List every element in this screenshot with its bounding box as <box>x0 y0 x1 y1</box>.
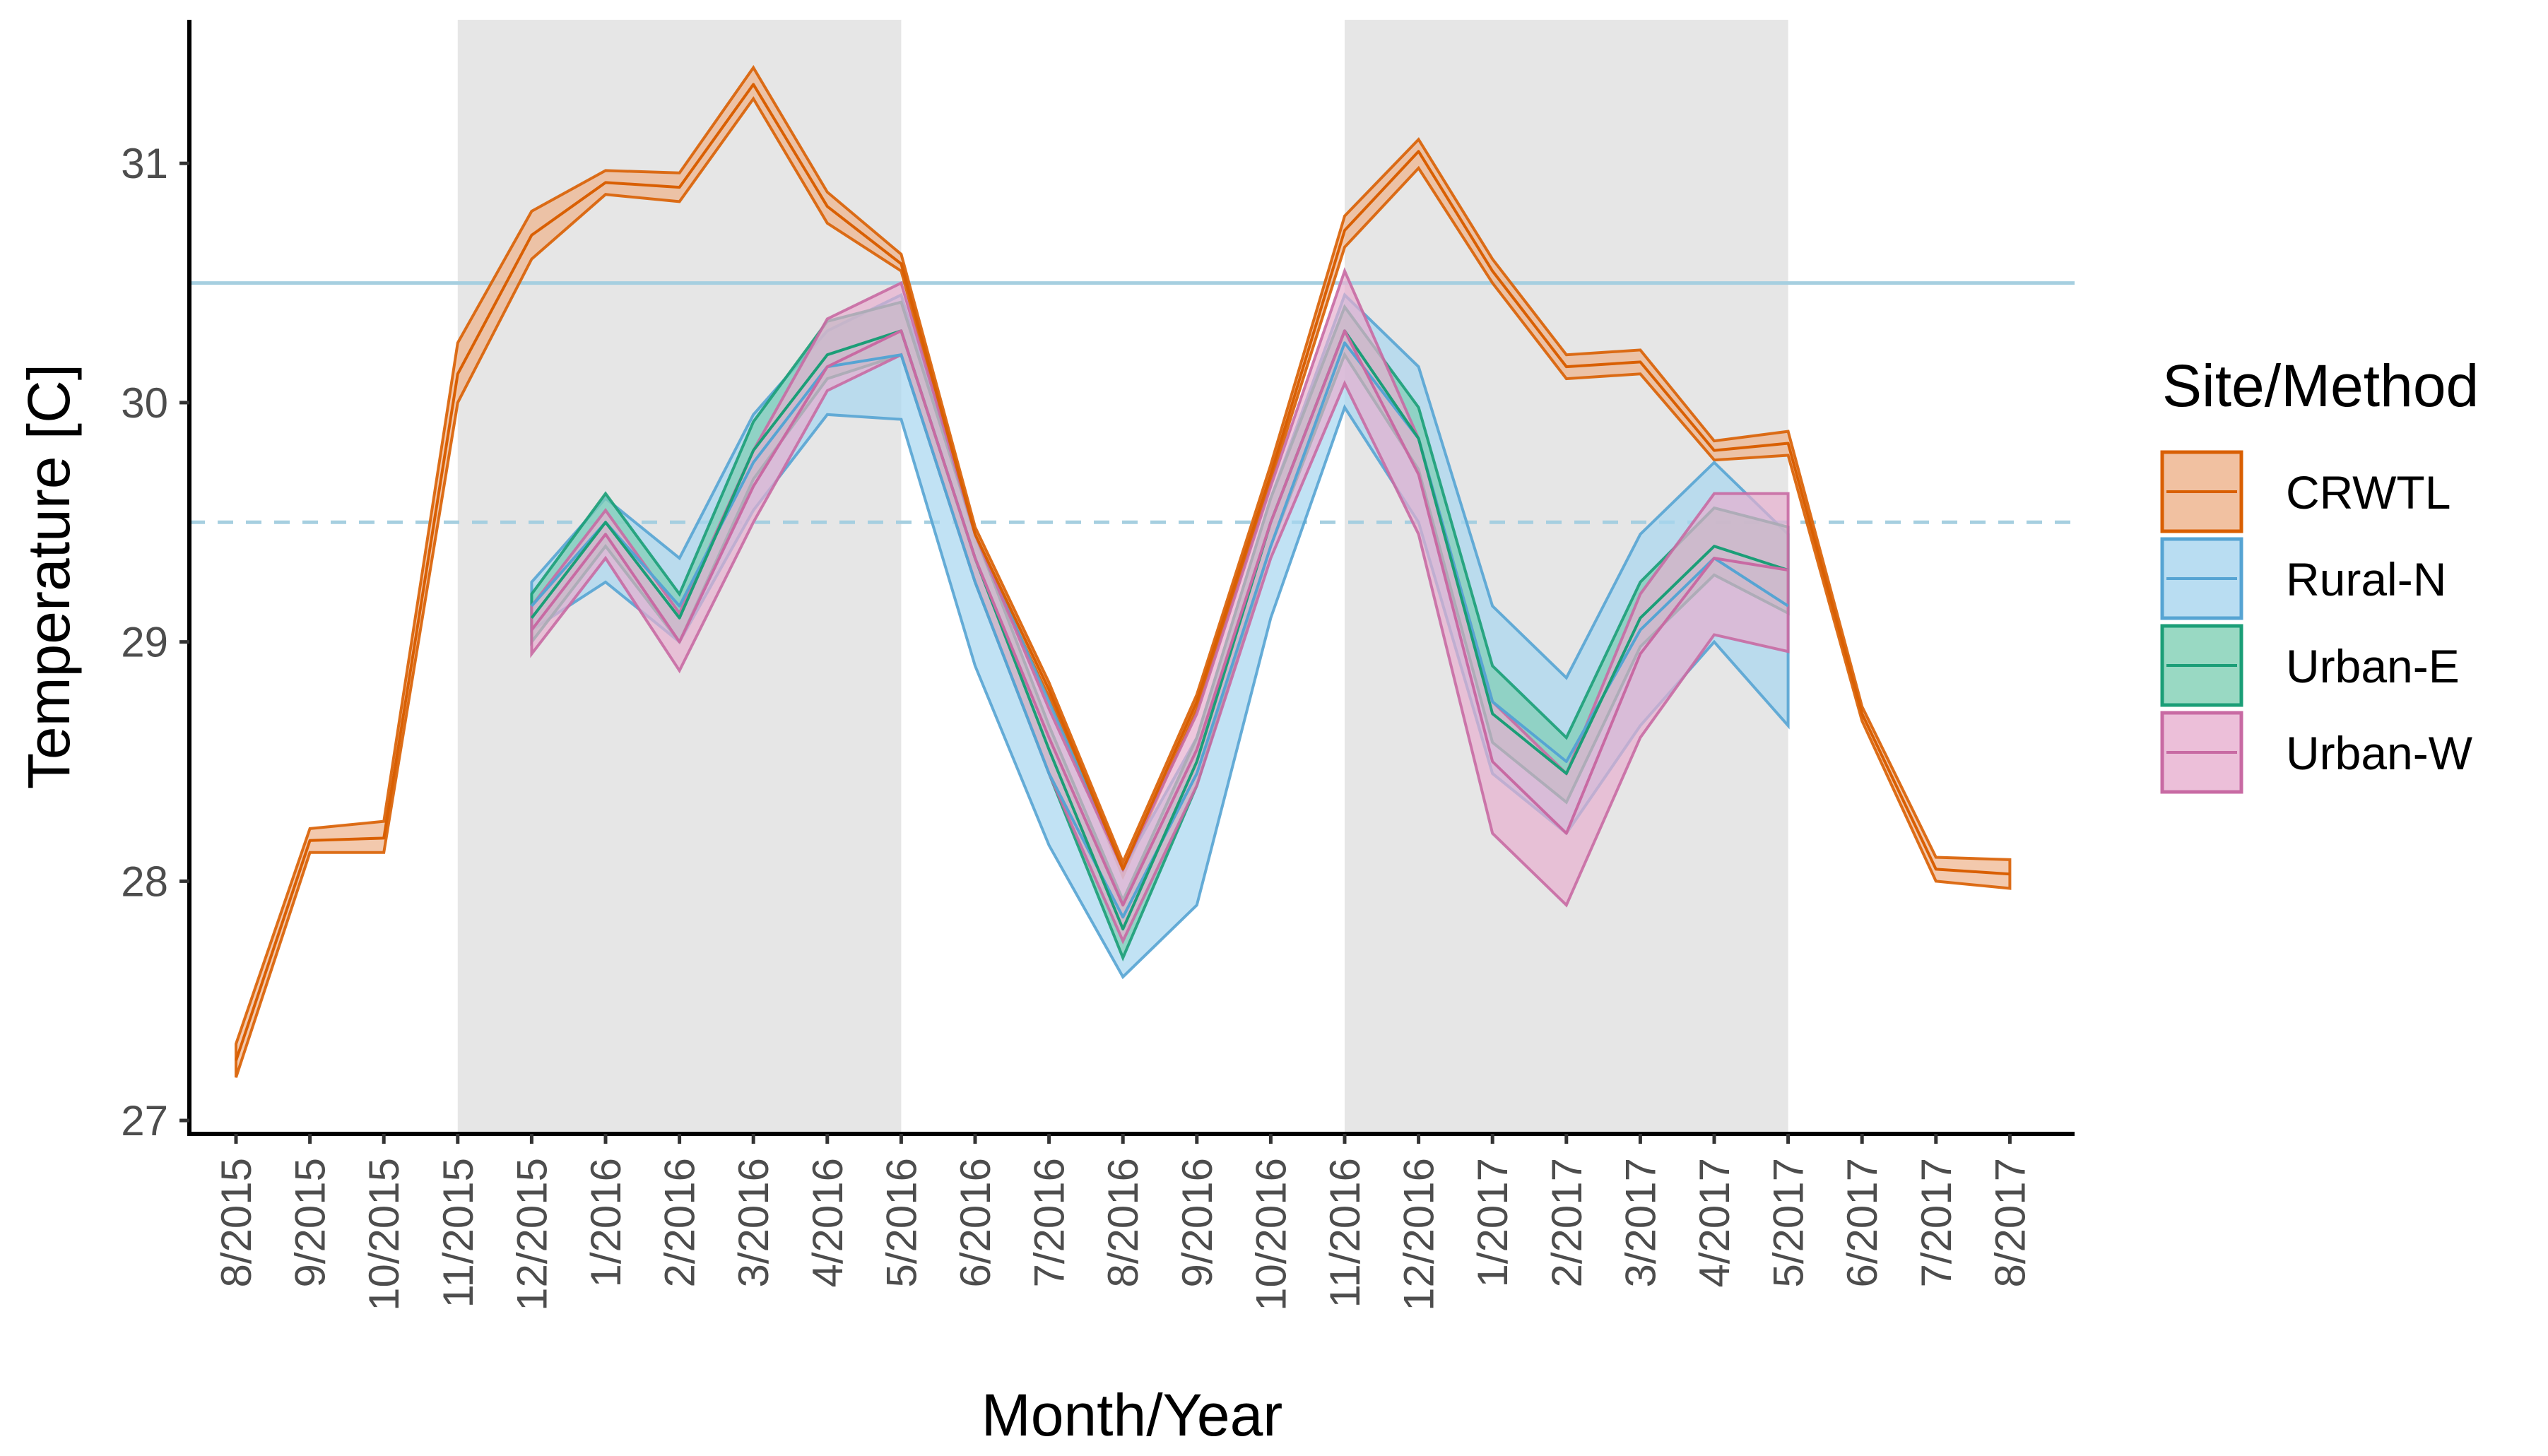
x-ticks: 8/2015 9/2015 10/2015 11/2015 12/2015 1/2016 2… <box>213 1134 2034 1311</box>
legend-label-urban-e: Urban-E <box>2286 640 2460 692</box>
x-tick-label-8-2017: 8/2017 <box>1986 1158 2034 1288</box>
x-tick-label-7-2016: 7/2016 <box>1026 1158 1073 1288</box>
x-tick-label-11-2016: 11/2016 <box>1321 1158 1369 1308</box>
x-tick-label-6-2017: 6/2017 <box>1839 1158 1886 1288</box>
legend-item-urban-e: Urban-E <box>2160 624 2460 707</box>
x-axis-title: Month/Year <box>981 1382 1283 1448</box>
legend-label-urban-w: Urban-W <box>2286 727 2473 779</box>
y-tick-label-27: 27 <box>121 1097 168 1144</box>
x-tick-label-8-2016: 8/2016 <box>1099 1158 1147 1288</box>
x-tick-label-1-2017: 1/2017 <box>1469 1158 1516 1288</box>
y-axis-title: Temperature [C] <box>16 364 82 789</box>
line-crwtl <box>235 83 2010 1062</box>
x-tick-label-10-2015: 10/2015 <box>360 1158 408 1311</box>
y-tick-label-30: 30 <box>121 379 168 427</box>
x-tick-label-5-2017: 5/2017 <box>1765 1158 1812 1288</box>
x-tick-label-3-2016: 3/2016 <box>730 1158 777 1288</box>
y-ticks: 27 28 29 30 31 <box>121 140 189 1144</box>
x-tick-label-2-2017: 2/2017 <box>1543 1158 1591 1288</box>
legend-item-crwtl: CRWTL <box>2160 450 2450 533</box>
legend: Site/Method CRWTL Rural-N Urban-E Urban-W <box>2160 353 2479 794</box>
x-tick-label-4-2016: 4/2016 <box>804 1158 851 1288</box>
legend-item-rural-n: Rural-N <box>2160 537 2446 620</box>
x-tick-label-5-2016: 5/2016 <box>878 1158 925 1288</box>
x-tick-label-9-2016: 9/2016 <box>1174 1158 1221 1288</box>
legend-item-urban-w: Urban-W <box>2160 711 2473 794</box>
x-tick-label-2-2016: 2/2016 <box>656 1158 704 1288</box>
x-tick-label-12-2016: 12/2016 <box>1396 1158 1443 1311</box>
x-tick-label-12-2015: 12/2015 <box>508 1158 555 1311</box>
line-urban-w <box>530 329 1788 907</box>
line-urban-e <box>530 329 1789 931</box>
x-tick-label-1-2016: 1/2016 <box>582 1158 630 1288</box>
x-tick-label-4-2017: 4/2017 <box>1691 1158 1738 1288</box>
legend-title: Site/Method <box>2162 353 2479 419</box>
x-tick-label-8-2015: 8/2015 <box>213 1158 260 1288</box>
x-tick-label-10-2016: 10/2016 <box>1247 1158 1294 1311</box>
x-tick-label-9-2015: 9/2015 <box>287 1158 334 1288</box>
x-tick-label-7-2017: 7/2017 <box>1913 1158 1960 1288</box>
y-tick-label-31: 31 <box>121 140 168 187</box>
axes <box>187 20 2075 1136</box>
x-tick-label-11-2015: 11/2015 <box>435 1158 482 1308</box>
y-tick-label-29: 29 <box>121 619 168 666</box>
series-lines <box>235 83 2010 1062</box>
legend-label-crwtl: CRWTL <box>2286 466 2450 519</box>
x-tick-label-3-2017: 3/2017 <box>1617 1158 1664 1288</box>
legend-label-rural-n: Rural-N <box>2286 553 2446 605</box>
x-tick-label-6-2016: 6/2016 <box>952 1158 999 1288</box>
y-tick-label-28: 28 <box>121 858 168 905</box>
